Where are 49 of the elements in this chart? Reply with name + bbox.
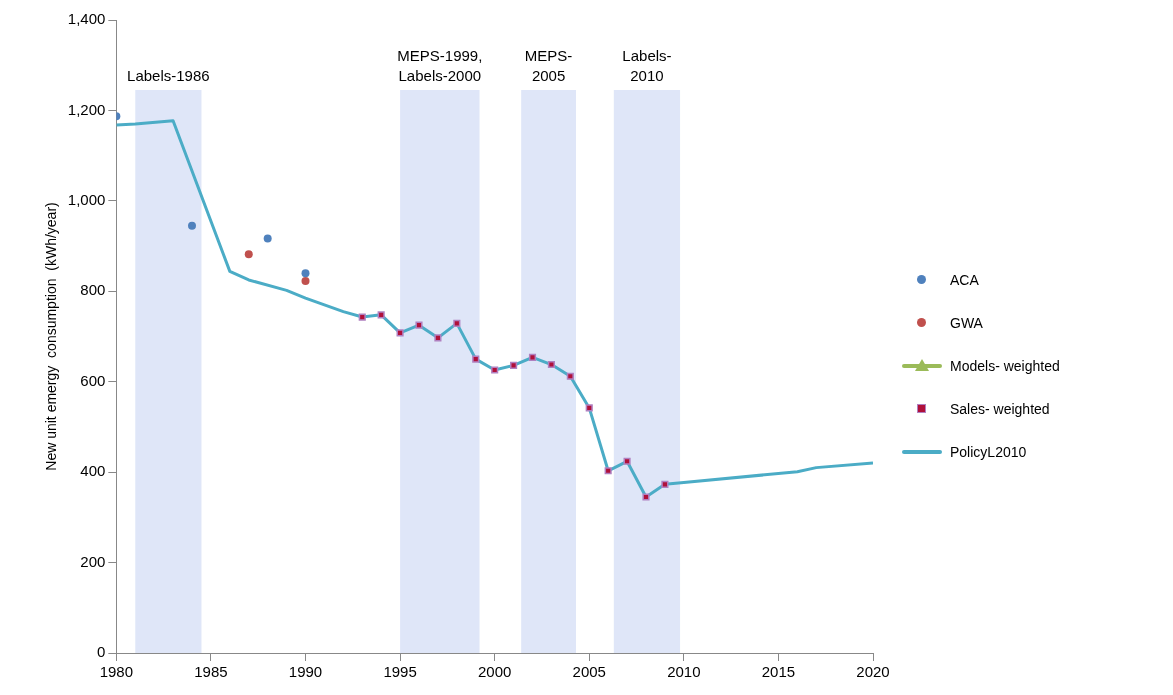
point: [472, 355, 480, 363]
y-tick-label: 1,400: [67, 10, 106, 28]
point: [377, 311, 385, 319]
x-tick-label: 1985: [194, 663, 228, 681]
legend-label: PolicyL2010: [950, 444, 1027, 460]
x-tick-label: 1995: [383, 663, 417, 681]
legend-label: Models- weighted: [950, 358, 1060, 374]
point: [528, 353, 537, 361]
y-tick-label: 600: [80, 371, 106, 389]
band-label: Labels-1986: [127, 66, 210, 84]
x-tick-label: 2020: [856, 663, 890, 681]
point: [566, 372, 574, 380]
y-tick-label: 200: [80, 552, 106, 570]
y-tick-label: 400: [80, 462, 106, 480]
point: [188, 221, 196, 230]
x-tick-label: 1980: [99, 663, 134, 681]
point: [453, 319, 461, 327]
point: [604, 467, 612, 475]
x-tick-label: 2015: [761, 663, 796, 681]
point: [301, 269, 310, 278]
point: [547, 360, 555, 369]
band-label: Labels- 2010: [622, 46, 672, 84]
x-tick-label: 2000: [477, 663, 512, 681]
y-tick-label: 0: [96, 643, 106, 661]
band-label: MEPS-1999, Labels-2000: [397, 46, 483, 84]
point: [623, 457, 631, 465]
point: [396, 329, 404, 337]
point: [510, 361, 518, 370]
band-label: MEPS- 2005: [524, 46, 573, 84]
point: [642, 493, 650, 501]
point: [491, 366, 499, 374]
y-axis-title: New unit emergy consumption (kWh/year): [43, 202, 60, 471]
x-tick-label: 2010: [667, 663, 701, 681]
point: [358, 313, 366, 321]
point: [263, 234, 272, 243]
legend-label: GWA: [950, 315, 983, 331]
point: [244, 250, 253, 259]
x-tick-label: 2005: [572, 663, 606, 681]
legend-label: ACA: [950, 272, 979, 288]
point: [301, 276, 310, 285]
x-tick-label: 1990: [288, 663, 323, 681]
y-tick-label: 1,000: [67, 191, 106, 208]
point: [434, 334, 442, 342]
point: [661, 480, 669, 488]
point: [585, 404, 593, 412]
point: [415, 321, 423, 329]
legend-label: Sales- weighted: [950, 401, 1050, 417]
y-tick-label: 1,200: [67, 100, 106, 118]
y-tick-label: 800: [80, 281, 106, 299]
